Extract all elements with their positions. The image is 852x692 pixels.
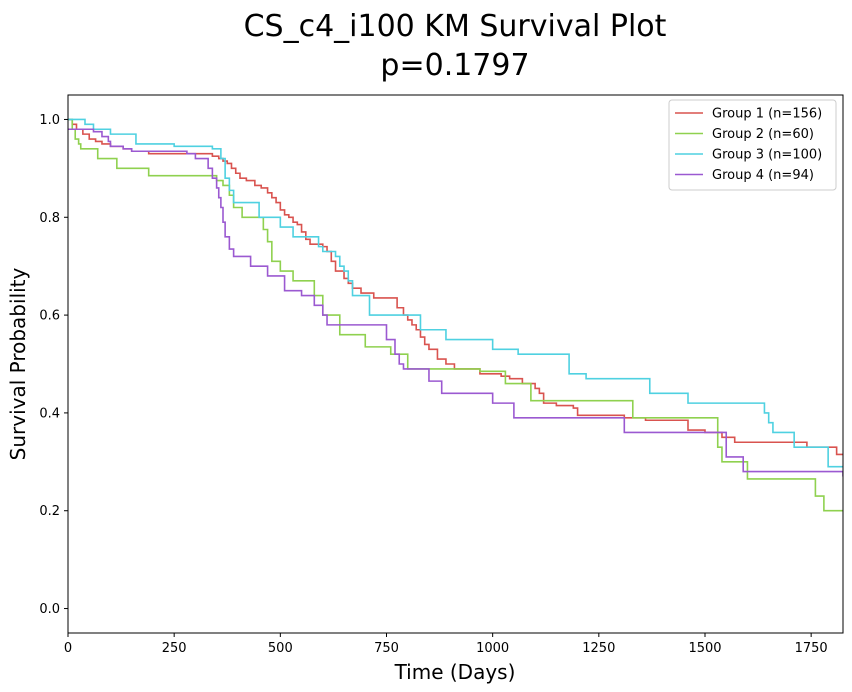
x-tick-label: 500 [268, 641, 293, 656]
plot-frame [67, 94, 844, 634]
series-line-group-2 [68, 118, 843, 512]
series-layer [68, 118, 843, 512]
y-tick-label: 0.0 [39, 602, 60, 617]
y-axis: 0.0 0.2 0.4 0.6 0.8 1.0 [39, 113, 68, 617]
series-line-group-1 [68, 118, 843, 456]
x-tick-label: 1250 [582, 641, 615, 656]
y-tick-label: 0.6 [39, 309, 60, 324]
series-line-group-4 [68, 128, 843, 477]
y-tick-label: 0.4 [39, 406, 60, 421]
chart-subtitle: p=0.1797 [380, 48, 529, 83]
x-tick-label: 750 [374, 641, 399, 656]
legend-label-group-4: Group 4 (n=94) [712, 168, 814, 183]
x-tick-label: 1500 [688, 641, 721, 656]
legend-label-group-3: Group 3 (n=100) [712, 148, 822, 163]
y-axis-label: Survival Probability [6, 267, 30, 460]
y-tick-label: 1.0 [39, 113, 60, 128]
y-tick-label: 0.8 [39, 211, 60, 226]
series-line-group-3 [68, 118, 843, 468]
x-tick-label: 1750 [795, 641, 828, 656]
x-axis-label: Time (Days) [394, 660, 516, 684]
x-tick-label: 1000 [476, 641, 509, 656]
x-tick-label: 0 [64, 641, 72, 656]
chart-title: CS_c4_i100 KM Survival Plot [244, 9, 667, 44]
y-tick-label: 0.2 [39, 504, 60, 519]
legend-box [668, 99, 837, 191]
legend-label-group-2: Group 2 (n=60) [712, 127, 814, 142]
legend: Group 1 (n=156) Group 2 (n=60) Group 3 (n=… [668, 99, 837, 191]
x-axis: 0 250 500 750 1000 1250 1500 1750 [64, 633, 828, 656]
legend-label-group-1: Group 1 (n=156) [712, 107, 822, 122]
x-tick-label: 250 [162, 641, 187, 656]
